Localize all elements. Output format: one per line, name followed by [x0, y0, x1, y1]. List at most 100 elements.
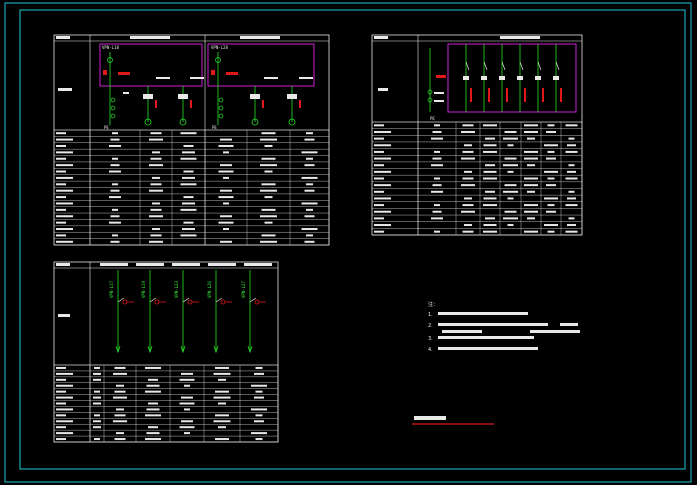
panel-a-table-row-label	[56, 240, 73, 243]
panel-b-table-cell	[461, 130, 475, 133]
panel-b-table-cell	[462, 150, 474, 153]
panel-a-table-cell	[261, 132, 276, 135]
panel-c-table-cell	[181, 396, 193, 399]
panel-c-table-cell	[146, 432, 160, 435]
panel-a-table-cell	[220, 240, 232, 243]
panel-a-table-cell	[110, 215, 120, 218]
panel-a-table-row-label	[56, 132, 66, 135]
panel-a-table-row-label	[56, 170, 66, 173]
panel-a-table-cell	[220, 189, 232, 192]
panel-a-table-row-label	[56, 234, 66, 237]
panel-b-table-cell	[567, 197, 576, 200]
panel-b-table-cell	[485, 190, 495, 193]
panel-b-table-cell	[547, 150, 555, 153]
panel-a-table-cell	[112, 208, 118, 211]
panel-a-table-cell	[109, 196, 121, 199]
panel-b-table-cell	[464, 144, 472, 147]
panel-b-table-cell	[544, 144, 558, 147]
panel-a-table-cell	[180, 208, 197, 211]
panel-a-table-cell	[150, 208, 162, 211]
panel-c-table-cell	[114, 366, 126, 369]
panel-b-table-cell	[567, 144, 576, 147]
panel-c-table-cell	[113, 372, 127, 375]
panel-a-table-cell	[180, 234, 197, 237]
panel-b: PE	[371, 34, 583, 236]
note-4: 4.	[428, 347, 433, 353]
panel-b-table-row-label	[374, 230, 384, 233]
panel-a-table-cell	[304, 138, 315, 141]
panel-c-table-row-label	[56, 378, 66, 381]
panel-b-table-row-label	[374, 210, 391, 213]
panel-c-table-row-label	[56, 402, 66, 405]
panel-a-table-cell	[149, 240, 163, 243]
notes-heading: 注：	[428, 301, 438, 308]
panel-c-feeders: VPN-L17 VPN-L19 VPN-L23 VPN-L26 VPN-L27	[100, 263, 272, 354]
panel-c-table-row-label	[56, 438, 66, 441]
panel-b-table-cell	[527, 137, 535, 140]
panel-a-table-cell	[149, 215, 163, 218]
panel-a-table-cell	[149, 189, 163, 192]
panel-a-table-cell	[109, 221, 121, 224]
panel-b-table-cell	[483, 177, 497, 180]
panel-a-table-cell	[261, 208, 276, 211]
panel-a-table-cell	[260, 240, 277, 243]
panel-c-feeder-label: VPN-L27	[241, 281, 246, 298]
panel-a-table-cell	[112, 132, 118, 135]
panel-c-table-row-label	[56, 384, 73, 387]
panel-b-table-cell	[503, 137, 518, 140]
panel-b-table-row-label	[374, 190, 384, 193]
panel-c-table-cell	[218, 378, 226, 381]
panel-b-table-cell	[524, 230, 538, 233]
panel-c-table-cell	[93, 402, 101, 405]
panel-a-table-cell	[306, 183, 313, 186]
panel-c-table-cell	[213, 420, 231, 423]
panel-b-table-cell	[527, 164, 535, 167]
panel-c-table-cell	[181, 420, 193, 423]
panel-a-table-cell	[301, 228, 318, 231]
panel-c-table-cell	[116, 432, 124, 435]
panel-c-table-row-label	[56, 420, 73, 423]
panel-a: VPN-L18 VPN-L28	[53, 34, 330, 246]
panel-c-table-row-label	[56, 408, 73, 411]
panel-c-table-cell	[215, 390, 229, 393]
panel-a-table-cell	[183, 196, 194, 199]
panel-a-table-cell	[218, 170, 234, 173]
panel-a-pe-label-2: PE	[212, 125, 217, 130]
panel-a-table-cell	[182, 228, 195, 231]
panel-a-bus-2	[207, 43, 315, 87]
panel-c-table-cell	[255, 390, 263, 393]
panel-b-table-cell	[504, 210, 517, 213]
panel-a-table-cell	[112, 234, 118, 237]
panel-b-table-cell	[431, 217, 443, 220]
panel-b-table-cell	[483, 230, 497, 233]
panel-b-table-cell	[485, 217, 495, 220]
panel-b-table-cell	[434, 204, 440, 207]
panel-b-table-cell	[524, 204, 538, 207]
panel-b-table-cell	[507, 224, 514, 227]
panel-b-table-row-label	[374, 204, 384, 207]
panel-a-table-cell	[218, 144, 234, 147]
panel-a-table-row-label	[56, 189, 73, 192]
panel-a-table-cell	[182, 151, 195, 154]
title-block	[412, 416, 494, 425]
panel-a-table-cell	[152, 228, 160, 231]
panel-c-table-cell	[93, 372, 101, 375]
panel-b-table-cell	[503, 190, 518, 193]
panel-a-table-cell	[180, 183, 197, 186]
panel-a-table-row-label	[56, 157, 66, 160]
panel-c-table-cell	[93, 378, 101, 381]
panel-b-table-cell	[567, 224, 576, 227]
panel-c-table-cell	[145, 390, 161, 393]
panel-b-table-row-label	[374, 170, 391, 173]
panel-c-table-row-label	[56, 366, 66, 369]
panel-b-table-cell	[524, 130, 538, 133]
panel-a-table-cell	[220, 138, 232, 141]
panel-a-table-cell	[110, 189, 120, 192]
panel-b-table-row-label	[374, 177, 384, 180]
panel-b-table-cell	[524, 177, 538, 180]
panel-b-table-cell	[547, 124, 555, 127]
panel-a-table-cell	[306, 157, 313, 160]
panel-b-table-cell	[524, 184, 538, 187]
panel-b-table-cell	[432, 184, 442, 187]
panel-b-table-cell	[504, 130, 517, 133]
